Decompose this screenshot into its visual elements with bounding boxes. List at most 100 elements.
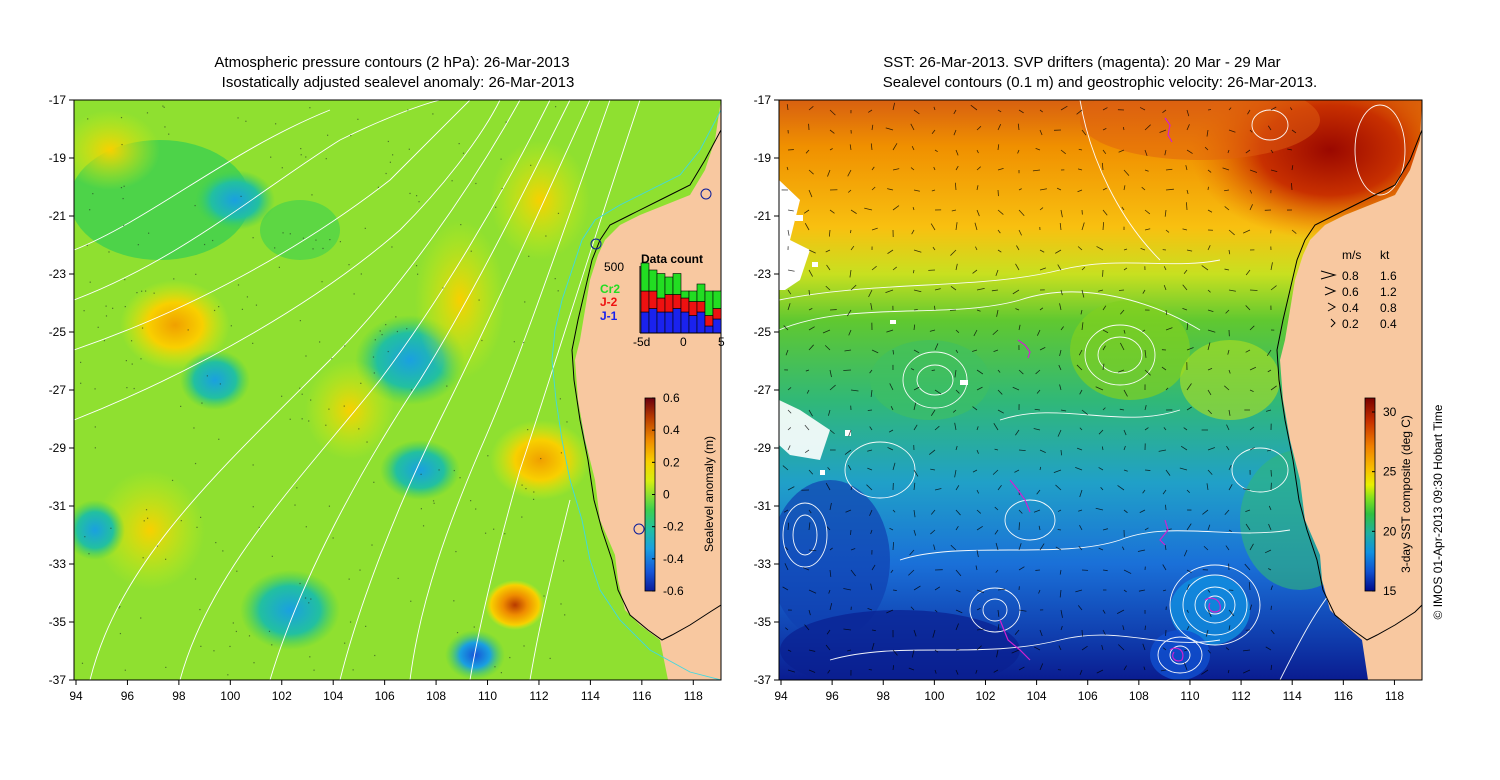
velocity-arrow [1116,609,1125,615]
track-dot [194,204,196,207]
velocity-arrow [1228,129,1236,133]
velocity-arrow [808,609,811,616]
track-dot [462,152,465,154]
track-dot [275,123,277,125]
velocity-arrow [972,269,978,274]
velocity-arrow [1144,124,1151,131]
data-count-bar-segment [656,311,666,334]
data-count-bar-segment [672,294,682,309]
track-dot [325,424,327,426]
velocity-arrow [1165,168,1173,171]
velocity-arrow [870,143,873,151]
velocity-arrow [885,127,894,131]
velocity-arrow [1224,206,1230,211]
track-dot [343,405,345,407]
velocity-arrow [825,482,831,491]
velocity-arrow [1206,483,1209,491]
velocity-arrow [1018,609,1027,612]
velocity-arrow [1138,589,1146,592]
velocity-arrow [1268,523,1272,531]
velocity-arrow [1102,149,1107,155]
x-tick-label: 104 [1027,689,1047,703]
data-count-bar-segment [648,290,658,309]
velocity-arrow [972,469,978,473]
velocity-arrow [846,309,852,317]
velocity-arrow [931,369,936,371]
velocity-arrow [955,485,960,491]
track-dot [94,447,96,449]
velocity-arrow [1123,509,1128,514]
velocity-arrow [1058,645,1062,651]
right-colorbar-ticks: 30 25 20 15 [1372,405,1397,598]
velocity-arrow [1014,469,1020,473]
velocity-legend-ms: 0.6 [1342,285,1359,299]
track-dot [332,537,334,539]
track-dot [353,293,355,295]
velocity-arrow [976,287,985,291]
track-dot [360,273,362,275]
track-dot [513,341,515,343]
velocity-arrow [955,149,959,156]
velocity-arrow [934,649,939,653]
track-dot [144,290,147,292]
velocity-arrow [822,329,831,334]
velocity-arrow [804,449,810,453]
track-dot [481,339,483,342]
velocity-arrow [1249,604,1253,611]
velocity-arrow [955,165,959,171]
velocity-arrow [995,542,999,551]
velocity-arrow [1140,248,1146,251]
velocity-arrow [1060,105,1068,111]
velocity-arrow [1017,123,1020,131]
track-dot [124,278,126,281]
track-dot [305,355,307,357]
x-tick-label: 100 [220,689,240,703]
velocity-arrow [955,669,959,675]
track-dot [322,247,324,250]
velocity-arrow [913,324,916,331]
track-dot [206,375,208,377]
track-dot [301,393,303,395]
velocity-arrow [1228,249,1231,255]
left-land [575,100,721,680]
velocity-arrow [1162,564,1167,571]
velocity-arrow [1012,289,1020,295]
velocity-arrow [850,245,855,251]
track-dot [136,292,138,294]
velocity-arrow [1186,149,1193,154]
velocity-arrow [1183,649,1188,652]
velocity-arrow [1095,386,1104,391]
velocity-arrow [1265,409,1272,412]
velocity-arrow [869,426,873,431]
velocity-arrow [976,185,979,191]
velocity-arrow [1144,427,1149,431]
velocity-arrow [991,289,999,292]
velocity-arrow [976,589,984,594]
velocity-arrow [1225,545,1230,551]
velocity-arrow [850,486,853,491]
track-dot [420,473,422,475]
data-count-bar-segment [688,315,698,334]
velocity-arrow [1081,129,1087,136]
velocity-arrow [892,266,898,271]
velocity-arrow [1079,489,1083,498]
track-dot [168,133,170,135]
velocity-arrow [1144,625,1146,631]
velocity-arrow [1183,662,1188,671]
velocity-arrow [892,649,898,656]
velocity-arrow [786,166,789,171]
velocity-arrow [787,522,790,531]
velocity-arrow [1266,449,1272,452]
velocity-arrow [911,229,915,235]
x-tick-label: 116 [632,689,651,703]
velocity-arrow [976,549,979,558]
velocity-arrow [782,586,789,591]
left-title-line2: Isostatically adjusted sealevel anomaly:… [222,74,575,91]
velocity-arrow [1186,322,1189,331]
track-dot [418,201,420,203]
velocity-arrow [1018,209,1025,217]
velocity-arrow [1228,409,1231,416]
track-dot [300,148,302,150]
track-dot [451,180,453,182]
track-dot [173,278,175,280]
